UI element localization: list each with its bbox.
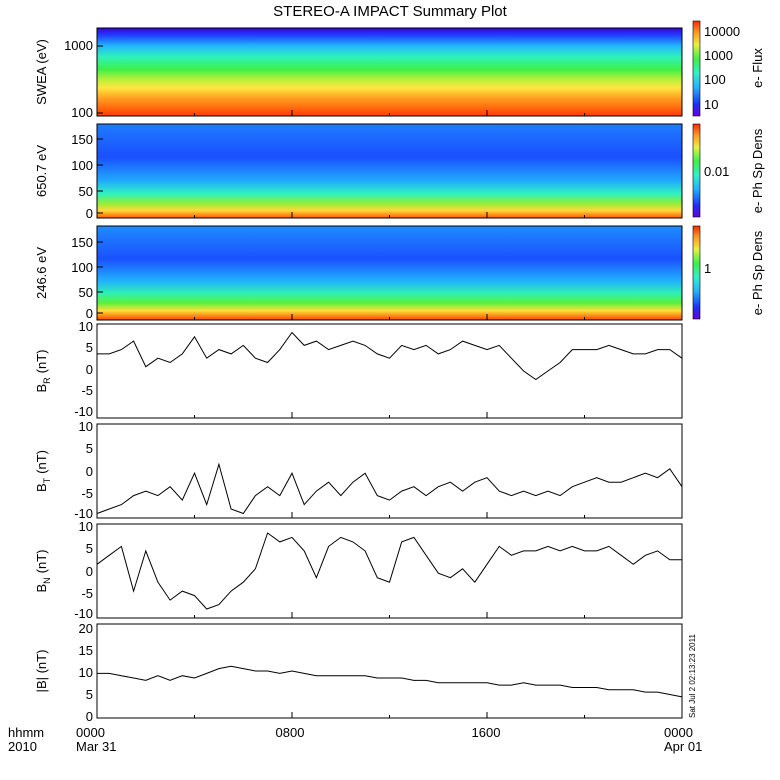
br-ylabel-main: B: [34, 384, 49, 393]
panel-bn: 10 5 0 -5 -10 BN (nT): [34, 519, 683, 621]
time-axis-footer: hhmm 2010 0000 Mar 31 0800 1600 0000 Apr…: [8, 725, 702, 754]
bt-ytick-m5: -5: [81, 486, 93, 501]
bt-ytick-m10: -10: [74, 506, 93, 521]
bmag-ytick-5: 5: [86, 687, 93, 702]
pad-650-ylabel: 650.7 eV: [34, 145, 49, 197]
footer-tick-apr01: Apr 01: [664, 739, 702, 754]
pad-246-ylabel: 246.6 eV: [34, 247, 49, 299]
br-ytick-10: 10: [79, 319, 93, 334]
pad-650-cbar-tick: 0.01: [704, 164, 729, 179]
pad-246-colorbar: [692, 225, 701, 320]
dynamic-marks: [96, 110, 683, 718]
bt-ytick-10: 10: [79, 419, 93, 434]
bt-series-line: [96, 462, 683, 515]
bn-ytick-0: 0: [86, 564, 93, 579]
pad-246-ytick-50: 50: [79, 285, 93, 300]
br-series-line: [97, 331, 683, 381]
pad-650-ytick-0: 0: [86, 206, 93, 221]
bt-ylabel: BT (nT): [34, 450, 52, 492]
footer-year: 2010: [8, 739, 37, 754]
pad-246-ytick-100: 100: [71, 260, 93, 275]
swea-cbar-tick-100: 100: [704, 72, 726, 87]
pad-650-ytick-150: 150: [71, 132, 93, 147]
bt-ytick-5: 5: [86, 441, 93, 456]
bn-ylabel-sub: N: [42, 577, 52, 584]
br-ylabel-sub: R: [42, 377, 52, 384]
footer-tick-0800: 0800: [276, 725, 305, 740]
br-ylabel-unit: (nT): [34, 349, 49, 373]
pad-650-ytick-100: 100: [71, 158, 93, 173]
swea-ylabel: SWEA (eV): [34, 39, 49, 105]
footer-tick-mar31: Mar 31: [76, 739, 116, 754]
footer-tick-0000-end: 0000: [664, 725, 693, 740]
swea-ytick-1000: 1000: [64, 38, 93, 53]
panel-br: 10 5 0 -5 -10 BR (nT): [34, 319, 683, 419]
bn-ylabel-unit: (nT): [34, 549, 49, 573]
bmag-ytick-20: 20: [79, 621, 93, 636]
bn-ytick-10: 10: [79, 519, 93, 534]
bt-ylabel-sub: T: [42, 477, 52, 483]
bmag-series-line: [97, 665, 683, 698]
pad-246-spectrogram: [97, 226, 682, 320]
plot-title: STEREO-A IMPACT Summary Plot: [273, 3, 507, 20]
swea-cbar-label: e- Flux: [750, 48, 765, 88]
footer-tick-1600: 1600: [472, 725, 501, 740]
bt-ylabel-main: B: [34, 483, 49, 492]
br-ytick-m10: -10: [74, 404, 93, 419]
pad-650-spectrogram: [97, 124, 682, 218]
bn-ylabel-main: B: [34, 584, 49, 593]
br-ylabel: BR (nT): [34, 349, 52, 392]
bn-ylabel: BN (nT): [34, 549, 52, 592]
panel-pad-650: 150 100 50 0 650.7 eV 0.01 e- Ph Sp Dens: [34, 123, 765, 221]
br-ytick-0: 0: [86, 362, 93, 377]
pad-246-cbar-tick: 1: [704, 261, 711, 276]
bmag-ytick-10: 10: [79, 665, 93, 680]
bmag-ylabel: |B| (nT): [34, 650, 49, 693]
swea-ytick-100: 100: [71, 105, 93, 120]
bmag-ytick-0: 0: [86, 709, 93, 724]
pad-650-colorbar: [692, 123, 701, 218]
swea-cbar-tick-10000: 10000: [704, 24, 740, 39]
pad-650-cbar-label: e- Ph Sp Dens: [750, 128, 765, 213]
br-ytick-5: 5: [86, 340, 93, 355]
pad-246-ytick-0: 0: [86, 306, 93, 321]
swea-cbar-tick-10: 10: [704, 97, 718, 112]
br-ytick-m5: -5: [81, 383, 93, 398]
bn-ytick-m10: -10: [74, 606, 93, 621]
bt-ytick-0: 0: [86, 464, 93, 479]
swea-cbar-tick-1000: 1000: [704, 48, 733, 63]
swea-colorbar: [692, 20, 701, 117]
panel-pad-246: 150 100 50 0 246.6 eV 1 e- Ph Sp Dens: [34, 225, 765, 321]
pad-650-ytick-50: 50: [79, 184, 93, 199]
bmag-ytick-15: 15: [79, 643, 93, 658]
panel-bmag: 20 15 10 5 0 |B| (nT) Sat Jul 2 02:13:23…: [34, 621, 697, 724]
timestamp: Sat Jul 2 02:13:23 2011: [688, 634, 697, 718]
panel-bt: 10 5 0 -5 -10 BT (nT): [34, 419, 683, 521]
pad-246-cbar-label: e- Ph Sp Dens: [750, 230, 765, 315]
footer-hhmm: hhmm: [8, 725, 44, 740]
bt-ylabel-unit: (nT): [34, 450, 49, 474]
pad-246-ytick-150: 150: [71, 235, 93, 250]
bn-series-line: [96, 532, 682, 610]
swea-spectrogram: [97, 28, 682, 116]
bn-ytick-m5: -5: [81, 586, 93, 601]
footer-tick-0000: 0000: [76, 725, 105, 740]
bn-ytick-5: 5: [86, 541, 93, 556]
panel-swea: 1000 100 SWEA (eV) 10000 1000 100 10 e- …: [34, 20, 765, 120]
